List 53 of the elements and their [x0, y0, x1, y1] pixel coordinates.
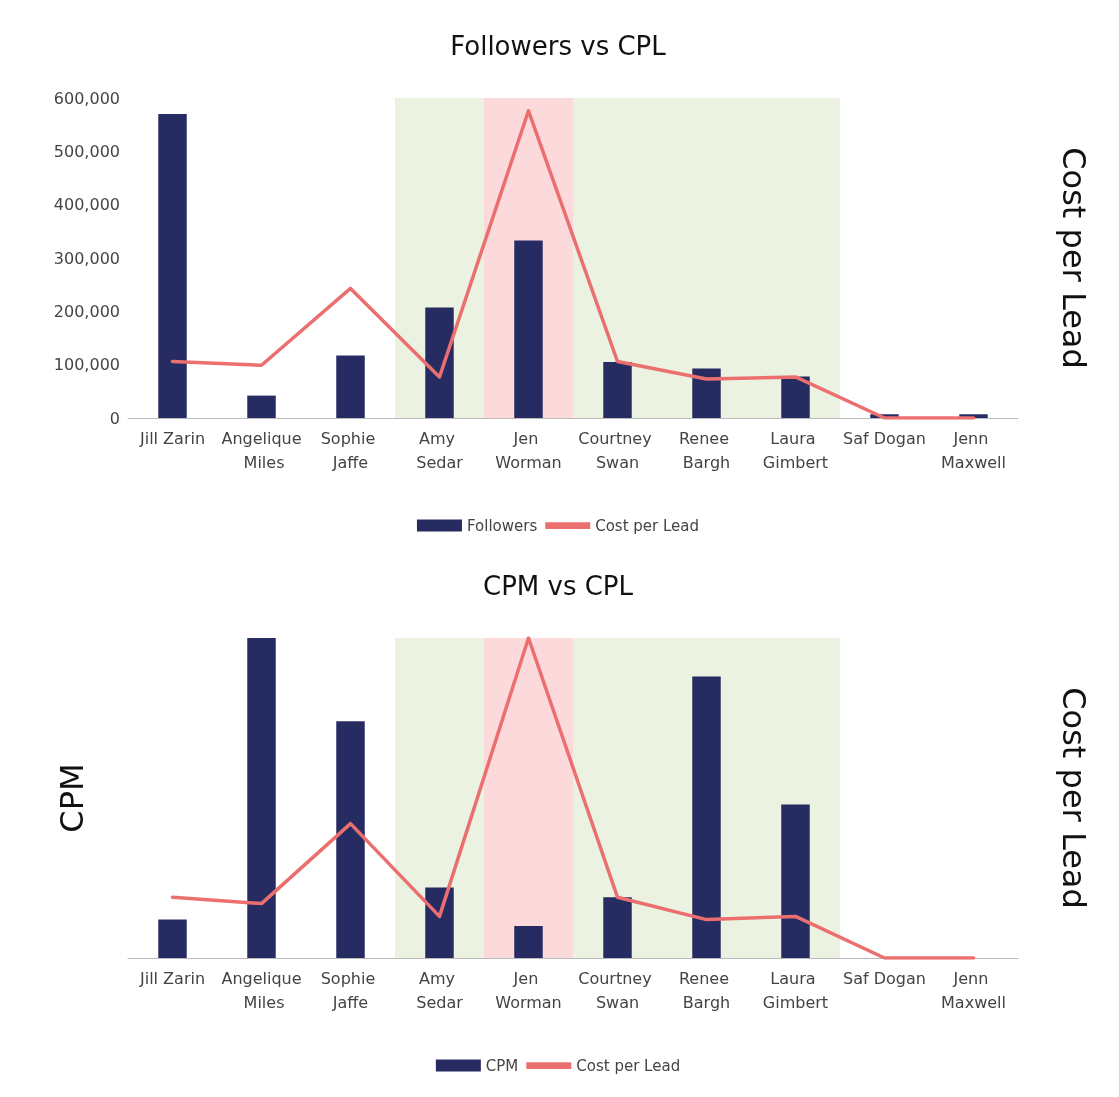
bar	[514, 926, 543, 958]
legend-label: CPM	[485, 1056, 519, 1075]
y2-axis-title: Cost per Lead	[1055, 147, 1093, 369]
x-tick-label: Laura Gimbert	[762, 968, 829, 1012]
x-tick-label: Laura Gimbert	[762, 428, 829, 472]
x-tick-label: Jill Zarin	[138, 968, 206, 988]
y-tick-label: 600,000	[53, 88, 120, 108]
x-tick-label: Jen Worman	[495, 968, 562, 1012]
x-tick-label: Courtney Swan	[578, 968, 657, 1012]
x-tick-label: Saf Dogan	[843, 968, 926, 988]
bar	[425, 307, 454, 418]
x-tick-label: Courtney Swan	[578, 428, 657, 472]
x-tick-label: Amy Sedar	[416, 968, 464, 1012]
y-tick-label: 0	[109, 408, 120, 428]
bar	[603, 897, 632, 958]
y-tick-label: 400,000	[53, 195, 120, 215]
bar	[692, 676, 721, 958]
x-tick-label: Saf Dogan	[843, 428, 926, 448]
bar	[247, 638, 276, 958]
bar	[247, 395, 276, 418]
y-tick-label: 200,000	[53, 301, 120, 321]
x-tick-label: Jenn Maxwell	[941, 968, 1006, 1012]
x-tick-label: Sophie Jaffe	[320, 428, 381, 472]
chart-title: CPM vs CPL	[482, 571, 634, 601]
bar	[336, 355, 365, 418]
x-tick-label: Jill Zarin	[138, 428, 206, 448]
bar	[781, 804, 810, 958]
bar	[692, 368, 721, 418]
x-tick-label: Angelique Miles	[221, 428, 302, 472]
bar	[781, 376, 810, 418]
chart-title: Followers vs CPL	[450, 31, 667, 61]
legend-label: Followers	[466, 516, 538, 535]
x-tick-label: Jenn Maxwell	[941, 428, 1006, 472]
x-tick-label: Jen Worman	[495, 428, 562, 472]
bar	[158, 919, 187, 958]
bar	[336, 721, 365, 958]
y-tick-label: 500,000	[53, 141, 120, 161]
x-tick-label: Sophie Jaffe	[320, 968, 381, 1012]
bar	[425, 887, 454, 958]
x-tick-label: Angelique Miles	[221, 968, 302, 1012]
legend-label: Cost per Lead	[595, 516, 700, 535]
bar	[514, 240, 543, 418]
y-axis-title: CPM	[53, 763, 91, 833]
x-tick-label: Amy Sedar	[416, 428, 464, 472]
x-tick-label: Renee Bargh	[678, 428, 735, 472]
bar	[158, 114, 187, 418]
legend-label: Cost per Lead	[576, 1056, 681, 1075]
y-tick-label: 300,000	[53, 248, 120, 268]
y-tick-label: 100,000	[53, 355, 120, 375]
line-series	[170, 109, 976, 420]
y2-axis-title: Cost per Lead	[1055, 687, 1093, 909]
bar	[603, 362, 632, 418]
x-tick-label: Renee Bargh	[678, 968, 735, 1012]
